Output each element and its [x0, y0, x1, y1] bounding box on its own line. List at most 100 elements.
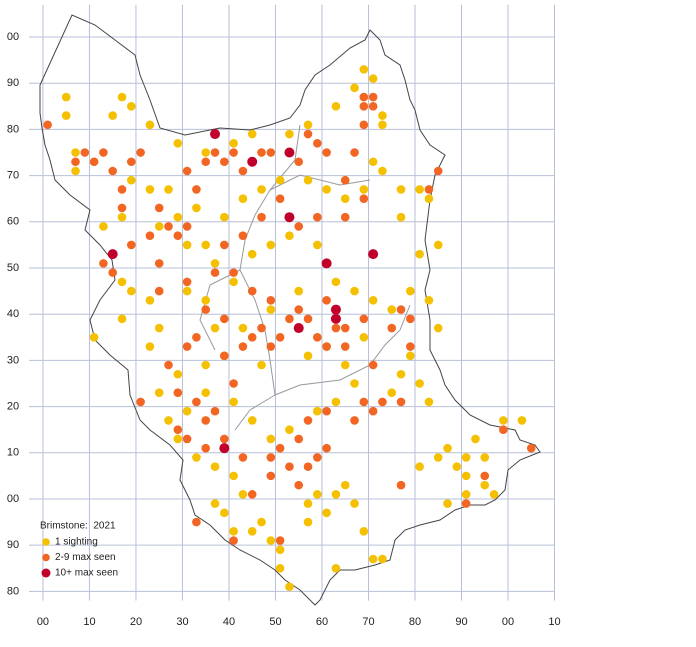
- point: [257, 517, 266, 527]
- x-tick-label: 10: [83, 616, 95, 628]
- x-tick-label: 30: [176, 616, 188, 628]
- point: [182, 406, 192, 416]
- point: [154, 203, 164, 213]
- point: [359, 397, 369, 407]
- point: [285, 425, 294, 434]
- point: [247, 286, 257, 296]
- point: [424, 397, 434, 407]
- point: [387, 323, 397, 333]
- point: [322, 148, 331, 157]
- point: [387, 388, 397, 398]
- point: [266, 296, 276, 305]
- point: [359, 314, 369, 324]
- point: [331, 563, 341, 573]
- point: [415, 462, 424, 471]
- point: [396, 305, 406, 314]
- point: [322, 342, 331, 351]
- point: [359, 92, 369, 102]
- point: [154, 286, 164, 296]
- point: [173, 369, 183, 379]
- grid: [29, 4, 555, 601]
- x-tick-label: 00: [37, 616, 49, 628]
- point: [266, 471, 276, 481]
- point: [192, 185, 201, 194]
- point: [387, 305, 397, 314]
- point: [182, 222, 192, 231]
- point: [452, 462, 462, 471]
- legend-marker: [42, 553, 50, 562]
- point: [313, 453, 322, 462]
- point: [210, 259, 220, 268]
- point: [220, 508, 229, 518]
- point: [396, 369, 406, 379]
- point: [257, 360, 266, 370]
- point: [266, 453, 276, 462]
- point: [154, 259, 164, 268]
- legend-marker: [41, 568, 51, 578]
- point: [182, 342, 192, 351]
- x-tick-label: 50: [269, 616, 281, 628]
- point: [154, 388, 164, 398]
- point: [285, 129, 294, 139]
- point: [378, 397, 387, 407]
- point: [238, 323, 248, 333]
- point: [359, 527, 369, 536]
- point: [145, 342, 155, 351]
- point: [80, 148, 90, 157]
- point: [396, 397, 406, 407]
- point: [461, 453, 471, 462]
- point: [331, 490, 341, 499]
- point: [415, 379, 424, 388]
- legend-label: 2-9 max seen: [55, 552, 116, 563]
- point: [285, 314, 294, 324]
- point: [350, 416, 359, 425]
- point: [266, 148, 276, 157]
- point: [406, 342, 415, 351]
- point: [275, 563, 285, 573]
- point: [424, 185, 434, 194]
- y-tick-label: 00: [7, 493, 19, 505]
- point: [145, 185, 155, 194]
- point: [220, 212, 229, 222]
- y-tick-label: 90: [7, 539, 19, 551]
- point: [117, 314, 127, 324]
- point: [266, 342, 276, 351]
- point: [340, 194, 350, 204]
- point: [192, 203, 201, 213]
- point: [313, 332, 322, 342]
- point: [322, 508, 331, 518]
- point: [192, 332, 201, 342]
- point: [182, 286, 192, 296]
- point: [201, 388, 211, 398]
- point: [229, 379, 238, 388]
- point: [368, 157, 378, 167]
- point: [201, 416, 211, 425]
- point: [368, 554, 378, 564]
- point: [164, 185, 173, 194]
- point: [173, 138, 183, 148]
- y-tick-label: 20: [7, 400, 19, 412]
- point: [350, 148, 359, 157]
- point: [71, 148, 80, 157]
- point: [322, 406, 331, 416]
- point: [378, 166, 387, 176]
- point: [117, 203, 127, 213]
- point: [294, 286, 304, 296]
- legend-marker: [42, 538, 50, 546]
- point: [340, 323, 350, 333]
- point: [517, 416, 527, 425]
- point: [219, 443, 230, 454]
- point: [350, 83, 359, 93]
- point: [127, 157, 136, 167]
- point: [461, 471, 471, 481]
- point: [229, 397, 238, 407]
- point: [247, 416, 257, 425]
- point: [247, 156, 258, 167]
- point: [340, 360, 350, 370]
- legend: 1 sighting 2-9 max seen 10+ max seen: [41, 537, 118, 579]
- point: [117, 212, 127, 222]
- point: [247, 332, 257, 342]
- point: [275, 536, 285, 545]
- x-tick-label: 10: [548, 616, 560, 628]
